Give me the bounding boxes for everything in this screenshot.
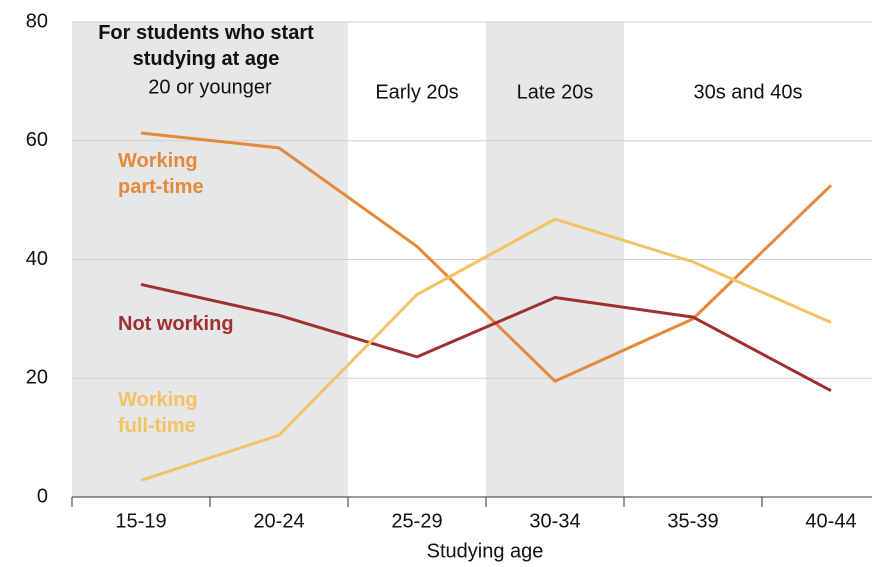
series-line [140,282,832,393]
annotation: For students who start studying at age [98,22,314,70]
group-label: 20 or younger [148,76,272,98]
group-label: Early 20s [375,81,458,103]
series-label: Not working [118,313,234,335]
group-label: Late 20s [517,81,594,103]
series-line [140,217,832,482]
x-axis-label: Studying age [427,540,544,562]
series-line [140,131,833,383]
y-tick-label: 0 [37,485,48,507]
group-label: 30s and 40s [694,81,803,103]
y-tick-label: 60 [26,129,48,151]
series-label: Working part-time [118,150,204,198]
y-tick-label: 20 [26,367,48,389]
x-tick-label: 40-44 [805,510,856,532]
x-tick-label: 35-39 [667,510,718,532]
x-tick-label: 25-29 [391,510,442,532]
x-tick-label: 20-24 [253,510,304,532]
y-tick-label: 40 [26,248,48,270]
y-tick-label: 80 [26,10,48,32]
series-label: Working full-time [118,389,198,437]
x-tick-label: 15-19 [115,510,166,532]
x-tick-label: 30-34 [529,510,580,532]
